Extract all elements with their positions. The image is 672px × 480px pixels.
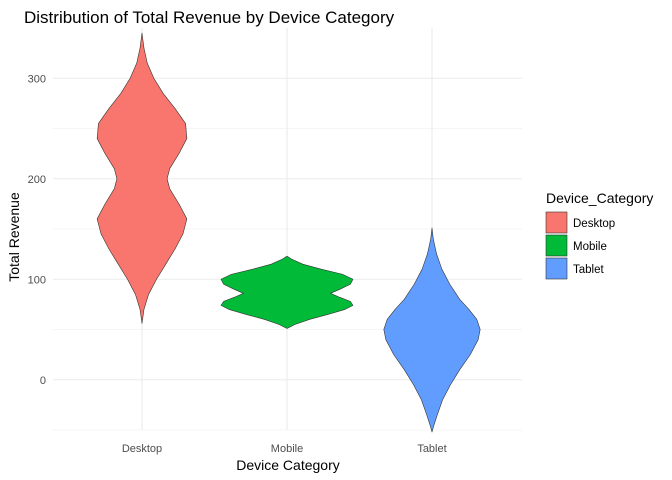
legend-label-desktop: Desktop: [573, 218, 615, 230]
x-tick-label: Tablet: [417, 443, 446, 455]
violin-mobile: [220, 255, 354, 329]
x-tick-label: Desktop: [122, 443, 162, 455]
legend-key-tablet: [545, 257, 568, 280]
x-tick-labels: Desktop Mobile Tablet: [122, 443, 447, 455]
x-axis-title: Device Category: [236, 457, 340, 473]
legend-items: Desktop Mobile Tablet: [545, 211, 615, 280]
violins: [96, 32, 481, 433]
legend-key-mobile: [545, 234, 568, 257]
violin-desktop: [96, 32, 188, 324]
legend-title: Device_Category: [546, 190, 653, 206]
y-axis-title: Total Revenue: [6, 192, 22, 282]
legend: Device_Category Desktop Mobile Tablet: [545, 190, 653, 280]
y-tick-label: 200: [28, 174, 46, 186]
legend-label-tablet: Tablet: [573, 264, 604, 276]
chart-title: Distribution of Total Revenue by Device …: [24, 8, 395, 27]
y-tick-labels: 0 100 200 300: [28, 73, 46, 387]
y-tick-label: 100: [28, 274, 46, 286]
violin-tablet: [383, 227, 481, 433]
y-tick-label: 300: [28, 73, 46, 85]
legend-key-desktop: [545, 211, 568, 234]
y-tick-label: 0: [40, 375, 46, 387]
x-tick-label: Mobile: [271, 443, 303, 455]
legend-label-mobile: Mobile: [573, 241, 607, 253]
